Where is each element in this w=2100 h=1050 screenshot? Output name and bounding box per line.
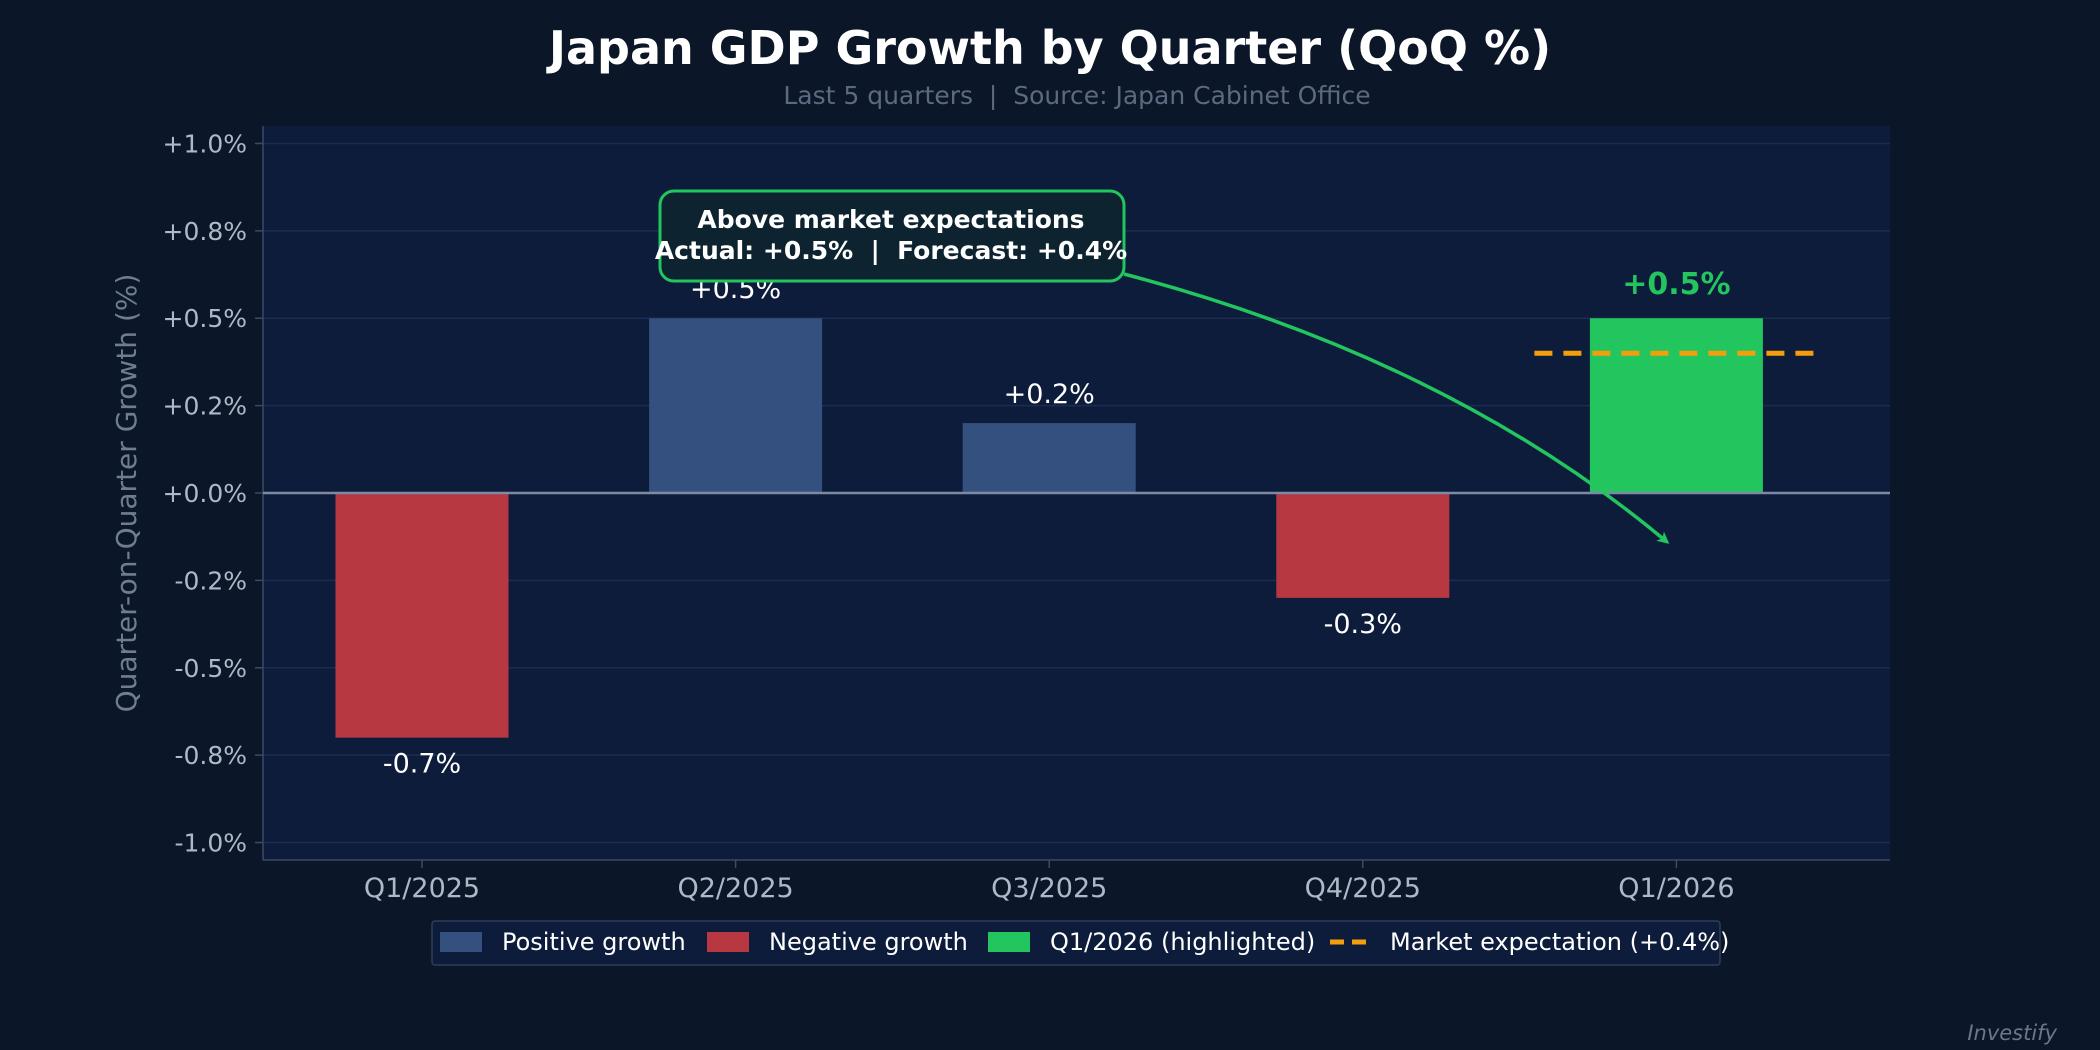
bar-highlighted xyxy=(1589,318,1763,493)
annotation-line-1: Above market expectations xyxy=(697,205,1084,234)
legend-box xyxy=(431,920,1721,966)
y-tick-label: +1.0% xyxy=(163,129,247,158)
chart-title: Japan GDP Growth by Quarter (QoQ %) xyxy=(546,21,1551,75)
annotation-arrow xyxy=(1123,272,1670,544)
bars xyxy=(335,318,1763,738)
y-tick-label: -1.0% xyxy=(174,829,247,858)
y-tick-label: +0.5% xyxy=(163,304,247,333)
value-label: +0.2% xyxy=(1004,379,1095,410)
legend-swatch xyxy=(988,932,1030,952)
value-label-highlighted: +0.5% xyxy=(1622,267,1730,302)
x-tick-label: Q4/2025 xyxy=(1305,873,1421,904)
bar xyxy=(962,423,1136,493)
x-tick-label: Q1/2025 xyxy=(364,873,480,904)
bar xyxy=(335,493,509,738)
y-tick-label: +0.2% xyxy=(163,392,247,421)
y-tick-label: +0.8% xyxy=(163,217,247,246)
watermark: Investify xyxy=(1967,1021,2057,1045)
y-tick-label: -0.8% xyxy=(174,741,247,770)
y-tick-label: -0.5% xyxy=(174,654,247,683)
legend-label: Q1/2026 (highlighted) xyxy=(1050,928,1315,956)
x-tick-label: Q1/2026 xyxy=(1618,873,1734,904)
x-tick-label: Q3/2025 xyxy=(991,873,1107,904)
y-tick-label: +0.0% xyxy=(163,479,247,508)
y-axis-ticks: +1.0% +0.8% +0.5% +0.2% +0.0% -0.2% -0.5% -0.8%… xyxy=(163,129,263,858)
bar xyxy=(1276,493,1450,598)
legend-swatch xyxy=(440,932,482,952)
x-tick-label: Q2/2025 xyxy=(677,873,793,904)
x-axis-ticks: Q1/2025 Q2/2025 Q3/2025 Q4/2025 Q1/2026 xyxy=(364,860,1735,904)
y-tick-label: -0.2% xyxy=(174,566,247,595)
legend-label: Positive growth xyxy=(502,928,686,956)
chart-subtitle: Last 5 quarters | Source: Japan Cabinet … xyxy=(783,81,1370,110)
value-label: -0.7% xyxy=(383,749,461,780)
legend: Positive growth Negative growth Q1/2026 (h… xyxy=(440,928,1729,956)
legend-label: Negative growth xyxy=(769,928,968,956)
bar xyxy=(649,318,823,493)
legend-label: Market expectation (+0.4%) xyxy=(1390,928,1729,956)
annotation-box xyxy=(658,189,1126,283)
value-label: -0.3% xyxy=(1324,609,1402,640)
legend-swatch xyxy=(707,932,749,952)
y-axis-label: Quarter-on-Quarter Growth (%) xyxy=(110,274,143,713)
annotation-line-2: Actual: +0.5% | Forecast: +0.4% xyxy=(655,236,1127,265)
